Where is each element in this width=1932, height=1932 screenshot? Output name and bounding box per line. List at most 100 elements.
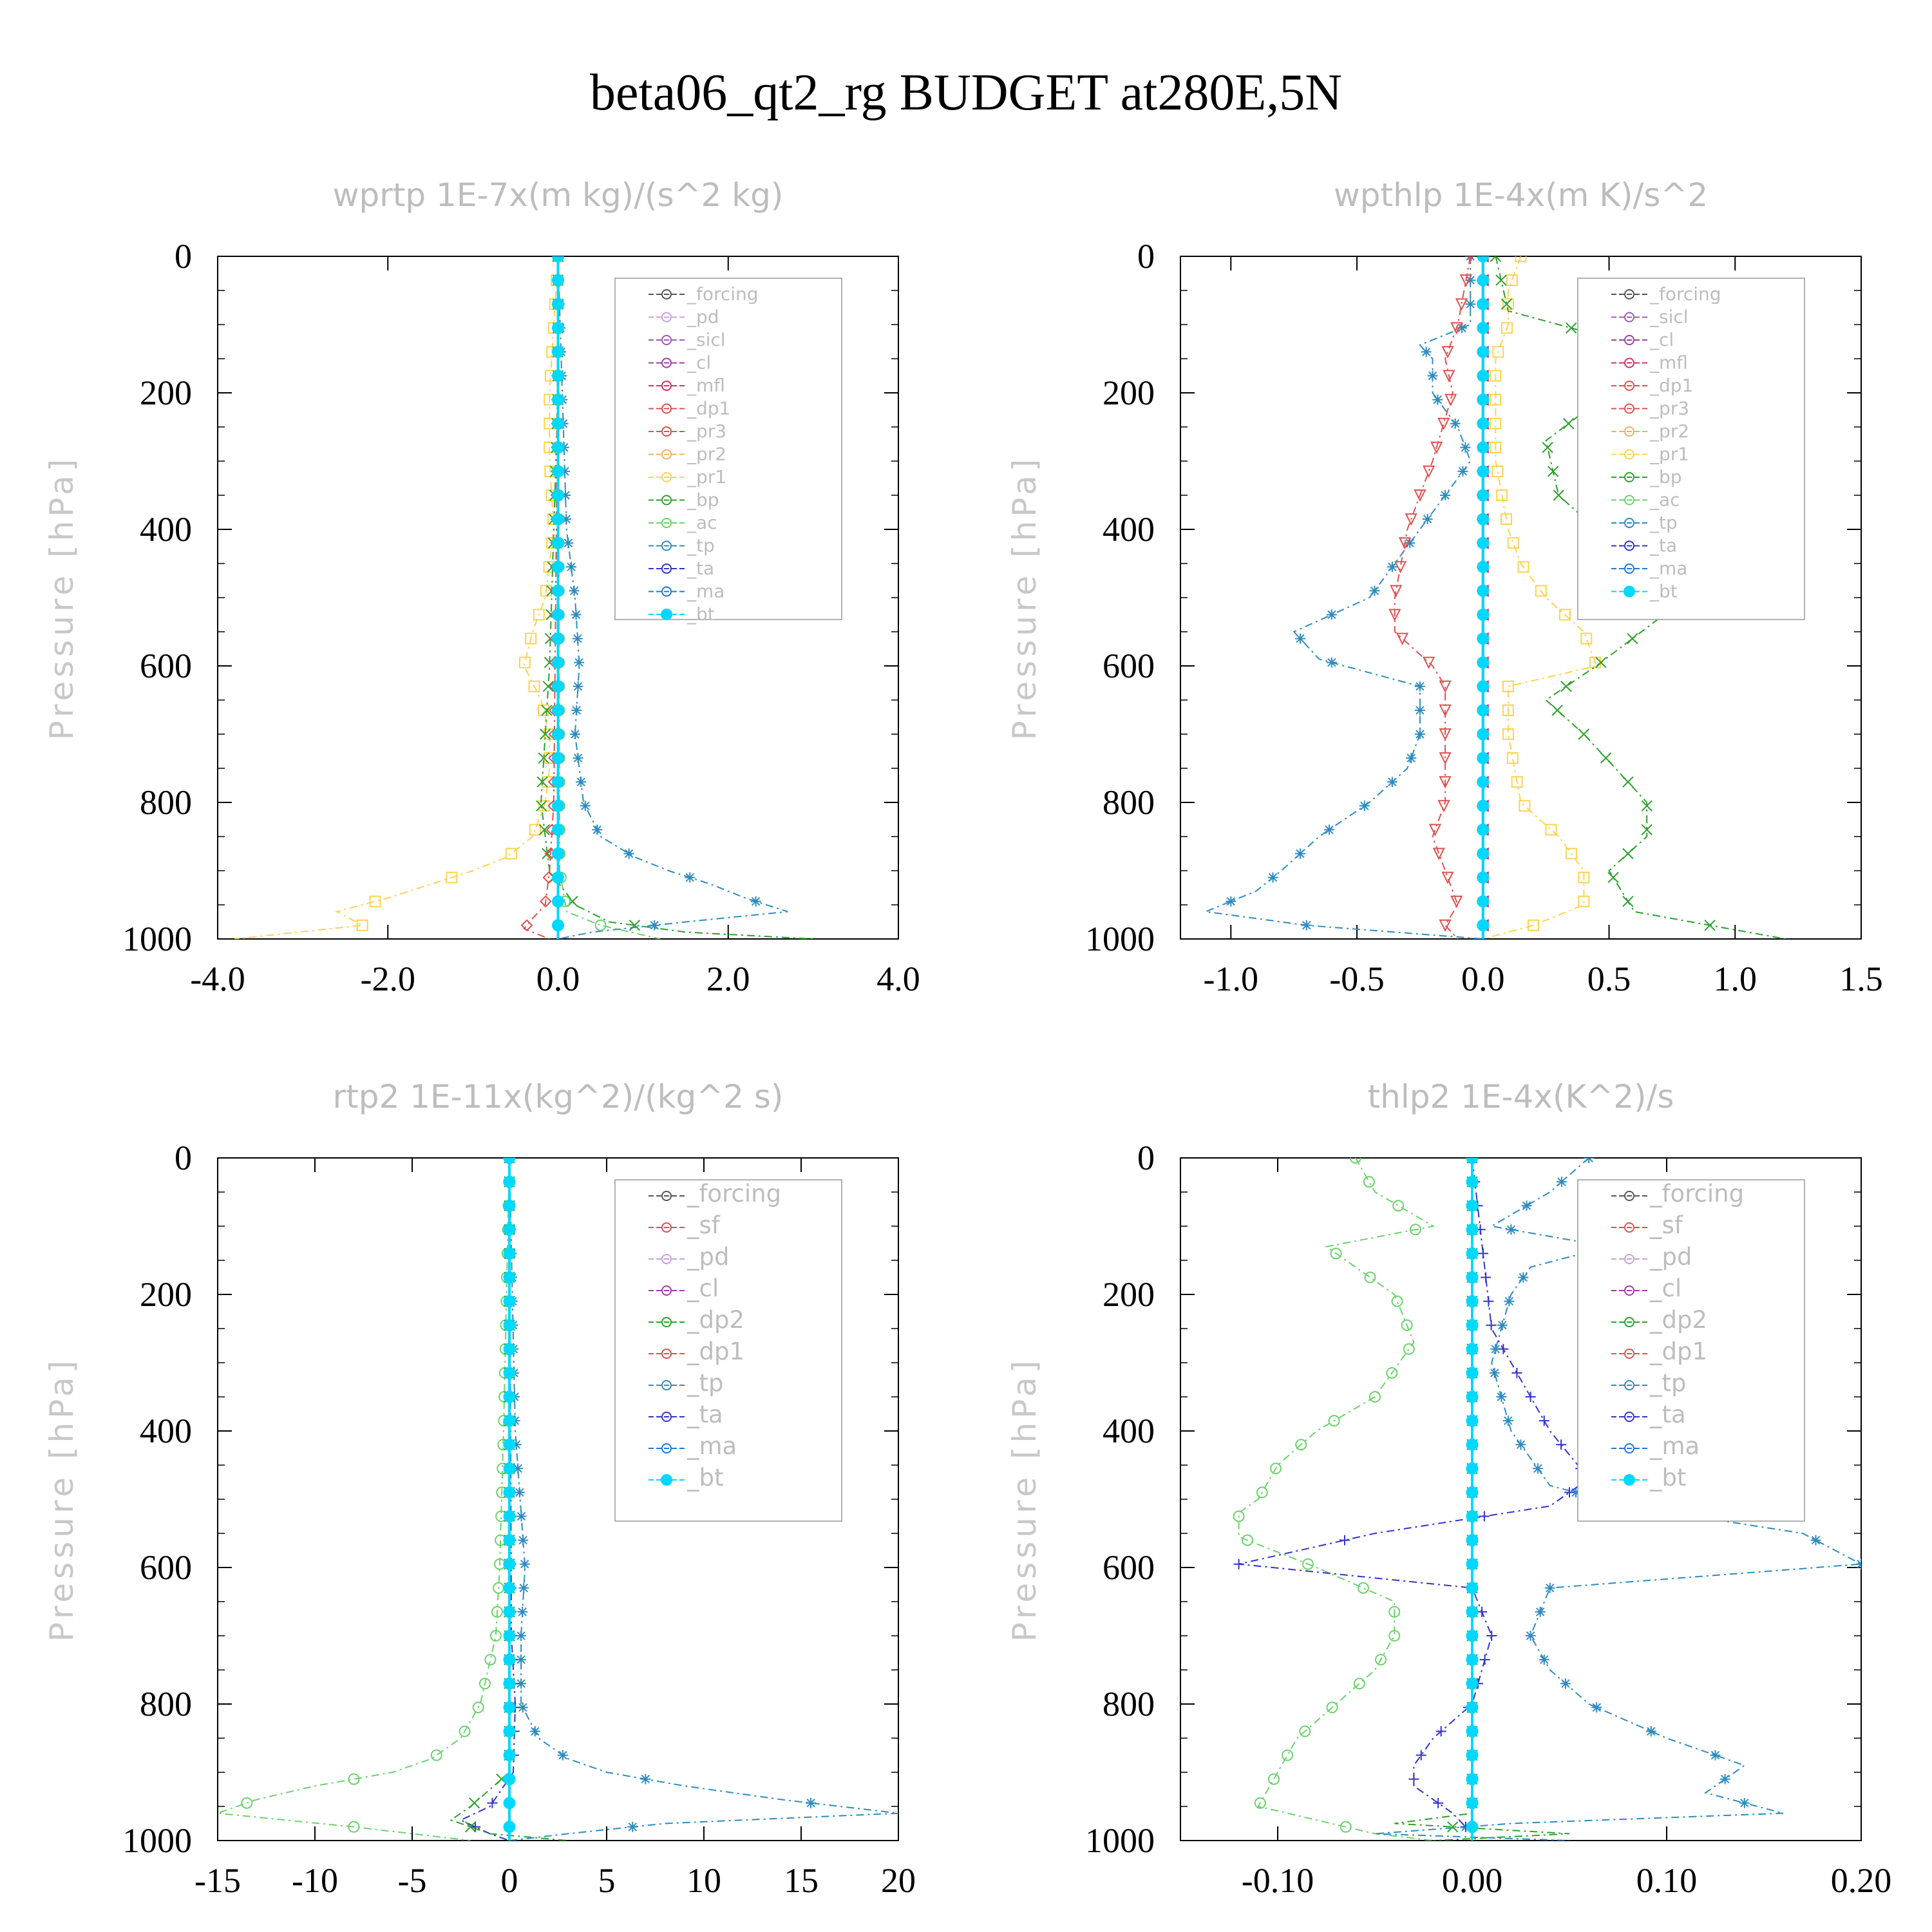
data-point: [1398, 537, 1412, 550]
data-point: [541, 705, 553, 716]
panel-title: thlp2 1E-4x(K^2)/s: [1368, 1078, 1674, 1115]
data-point: [1466, 1629, 1479, 1642]
data-point: [539, 728, 551, 740]
data-point: [1489, 1367, 1500, 1378]
data-point: [1443, 370, 1455, 383]
data-point: [542, 871, 555, 884]
legend-marker: [661, 495, 672, 506]
legend-label: _ta: [1649, 1401, 1686, 1428]
data-point: [1553, 489, 1564, 501]
legend-marker: [1624, 1412, 1634, 1422]
data-point: [1387, 562, 1397, 573]
series-markers_bt: [1466, 1158, 1479, 1833]
legend-marker: [1624, 1380, 1634, 1390]
y-axis-label: Pressure [hPa]: [1006, 455, 1043, 741]
legend-label: _bt: [1649, 581, 1678, 602]
data-point: [539, 895, 552, 908]
legend-marker: [1624, 585, 1635, 598]
legend-label: _pr2: [1649, 421, 1689, 442]
data-point: [1414, 681, 1425, 692]
data-point: [503, 1343, 516, 1356]
x-tick-label: 10: [687, 1861, 721, 1900]
data-point: [503, 1582, 516, 1595]
data-point: [1394, 561, 1407, 574]
data-point: [538, 752, 550, 764]
data-point: [1299, 1725, 1311, 1738]
legend-marker: [661, 403, 672, 414]
legend-marker: [661, 609, 672, 620]
data-point: [1405, 538, 1416, 549]
data-point: [1490, 417, 1502, 430]
x-tick-label: -10: [292, 1861, 338, 1900]
data-point: [1396, 632, 1409, 645]
data-point: [1477, 345, 1490, 358]
data-point: [1392, 1200, 1405, 1212]
data-point: [1571, 1487, 1582, 1498]
data-point: [1477, 871, 1490, 884]
data-point: [1545, 824, 1557, 836]
y-tick-label: 0: [1137, 1139, 1155, 1177]
data-point: [1388, 1605, 1401, 1618]
chart-panel-2: wpthlp 1E-4x(m K)/s^2 Pressure [hPa] 0 200 4…: [1006, 176, 1883, 998]
legend-label: _cl: [687, 352, 711, 374]
data-point: [503, 1821, 516, 1833]
data-point: [516, 1631, 527, 1641]
x-tick-label: -0.10: [1242, 1861, 1314, 1900]
x-tick-label: 5: [598, 1861, 616, 1900]
panel-title: wprtp 1E-7x(m kg)/(s^2 kg): [333, 176, 784, 214]
legend-label: _cl: [687, 1274, 719, 1302]
data-point: [1518, 1272, 1529, 1283]
data-point: [1479, 1654, 1490, 1665]
data-point: [1578, 728, 1590, 740]
legend: _forcing_pd_sicl_cl_mfl_dp1_pr3_pr2_pr1_…: [614, 278, 842, 625]
legend-marker: [661, 426, 672, 437]
legend-label: _sf: [1649, 1211, 1683, 1239]
data-point: [559, 466, 570, 477]
panel-title: wpthlp 1E-4x(m K)/s^2: [1334, 176, 1708, 214]
data-point: [503, 1653, 516, 1666]
data-point: [1477, 560, 1490, 573]
legend-label: _pr2: [687, 444, 726, 465]
data-point: [552, 417, 564, 430]
legend-marker: [661, 1222, 672, 1233]
data-point: [1433, 1797, 1444, 1808]
data-point: [1466, 1462, 1479, 1475]
data-point: [1622, 776, 1634, 788]
data-point: [1560, 681, 1572, 692]
data-point: [1439, 752, 1452, 765]
data-point: [552, 513, 564, 526]
series-line_dp1: [523, 256, 559, 939]
data-point: [1622, 895, 1634, 907]
data-point: [503, 1247, 516, 1260]
data-point: [1525, 1392, 1536, 1402]
legend-label: _bt: [687, 603, 715, 625]
data-point: [1444, 393, 1457, 406]
y-tick-label: 400: [140, 1412, 192, 1450]
data-point: [1551, 705, 1563, 716]
x-tick-label: -2.0: [361, 960, 415, 998]
data-point: [1547, 466, 1559, 477]
data-point: [1386, 1367, 1398, 1379]
data-point: [1466, 1510, 1479, 1522]
data-point: [552, 656, 564, 669]
data-point: [503, 1629, 516, 1642]
data-point: [1441, 346, 1454, 359]
data-point: [560, 490, 571, 500]
data-point: [513, 1463, 524, 1474]
data-point: [1466, 1486, 1479, 1499]
data-point: [503, 1677, 516, 1690]
data-point: [1477, 513, 1490, 526]
data-point: [552, 370, 564, 382]
data-point: [1401, 1319, 1413, 1331]
legend-label: _tp: [687, 535, 715, 556]
legend-label: _mfl: [687, 375, 725, 396]
series-line_tp: [1374, 1158, 1861, 1841]
data-point: [1559, 609, 1571, 621]
legend-marker: [1624, 1222, 1634, 1233]
x-tick-label: 0.20: [1831, 1861, 1892, 1900]
data-point: [1466, 1582, 1479, 1595]
data-point: [1414, 705, 1425, 715]
data-point: [1507, 537, 1519, 549]
legend-label: _cl: [1649, 329, 1674, 350]
data-point: [565, 562, 576, 573]
